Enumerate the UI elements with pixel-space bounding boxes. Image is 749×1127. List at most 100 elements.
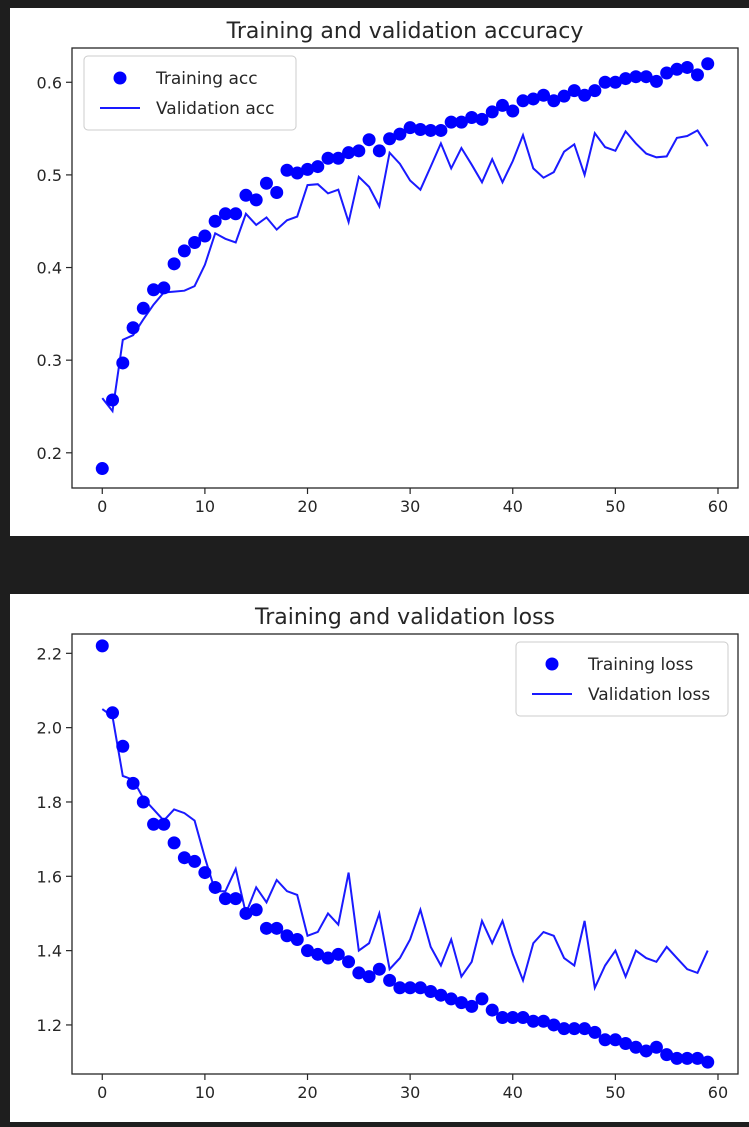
data-point — [208, 214, 222, 228]
data-point — [321, 151, 335, 165]
data-point — [280, 163, 294, 177]
x-tick-label: 50 — [605, 1083, 625, 1102]
data-point — [342, 955, 356, 969]
data-point — [362, 133, 376, 147]
data-point — [280, 929, 294, 943]
legend-label: Training acc — [155, 69, 258, 89]
x-tick-label: 40 — [503, 497, 523, 516]
x-tick-label: 30 — [400, 1083, 420, 1102]
data-point — [506, 1011, 520, 1025]
data-point — [188, 854, 202, 868]
data-point — [475, 112, 489, 126]
data-point — [588, 84, 602, 98]
data-point — [239, 906, 253, 920]
data-point — [526, 92, 540, 106]
data-point — [321, 951, 335, 965]
data-point — [229, 892, 243, 906]
data-point — [167, 257, 181, 271]
data-point — [598, 75, 612, 89]
data-point — [301, 162, 315, 176]
loss-chart: Training and validation loss 0 10 20 30 40 50 6… — [37, 605, 739, 1102]
data-point — [567, 1022, 581, 1036]
data-point — [557, 89, 571, 103]
data-point — [218, 892, 232, 906]
data-point — [270, 186, 284, 200]
x-tick-label: 0 — [97, 497, 107, 516]
data-point — [567, 84, 581, 98]
data-point — [331, 151, 345, 165]
y-tick-label: 0.4 — [37, 259, 62, 278]
data-point — [516, 94, 530, 108]
data-point — [434, 988, 448, 1002]
data-point — [598, 1033, 612, 1047]
loss-chart-panel: Training and validation loss 0 10 20 30 40 50 6… — [10, 594, 749, 1122]
y-tick-label: 0.5 — [37, 166, 62, 185]
data-point — [136, 795, 150, 809]
data-point — [290, 166, 304, 180]
chart-title: Training and validation accuracy — [226, 19, 584, 44]
data-point — [126, 321, 140, 335]
data-point — [670, 1051, 684, 1065]
data-point — [106, 706, 120, 720]
plot-frame — [71, 633, 739, 1075]
data-point — [116, 739, 130, 753]
data-point — [537, 88, 551, 102]
data-point — [383, 132, 397, 146]
data-point — [690, 1051, 704, 1065]
legend-box — [515, 641, 729, 717]
data-point — [198, 229, 212, 243]
y-tick-label: 2.2 — [37, 644, 62, 663]
data-point — [106, 393, 120, 407]
series-line-validation-acc — [101, 129, 709, 414]
data-point — [311, 160, 325, 174]
y-tick-label: 0.2 — [37, 444, 62, 463]
data-point — [259, 921, 273, 935]
data-point — [218, 207, 232, 221]
data-point — [342, 146, 356, 160]
data-point — [578, 88, 592, 102]
data-point — [608, 1033, 622, 1047]
data-point — [290, 932, 304, 946]
data-point — [526, 1014, 540, 1028]
x-tick-label: 60 — [708, 497, 728, 516]
data-point — [444, 115, 458, 129]
y-tick-label: 1.6 — [37, 867, 62, 886]
data-point — [249, 903, 263, 917]
data-point — [547, 1018, 561, 1032]
data-point — [649, 1040, 663, 1054]
data-point — [454, 996, 468, 1010]
legend-label: Validation loss — [588, 685, 710, 705]
data-point — [424, 985, 438, 998]
legend-marker-dot — [545, 657, 559, 671]
data-point — [578, 1022, 592, 1036]
legend: Training loss Validation loss — [515, 641, 729, 717]
data-point — [434, 123, 448, 137]
y-tick-label: 1.4 — [37, 942, 62, 961]
data-point — [301, 944, 315, 958]
data-point — [198, 866, 212, 880]
data-point — [352, 966, 366, 980]
data-point — [157, 817, 171, 831]
data-point — [362, 970, 376, 984]
data-point — [660, 1048, 674, 1062]
x-tick-label: 10 — [195, 1083, 215, 1102]
data-point — [444, 992, 458, 1006]
data-point — [177, 244, 191, 258]
data-point — [147, 283, 161, 297]
data-point — [495, 1011, 509, 1025]
x-tick-label: 20 — [297, 497, 317, 516]
data-point — [619, 72, 633, 86]
data-point — [413, 123, 427, 137]
data-point — [639, 70, 653, 84]
data-point — [147, 817, 161, 831]
data-point — [95, 639, 109, 653]
data-point — [403, 121, 417, 135]
y-tick-label: 0.3 — [37, 351, 62, 370]
data-point — [690, 68, 704, 82]
accuracy-chart: Training and validation accuracy 0 10 20 30 4… — [37, 19, 739, 516]
data-point — [649, 74, 663, 88]
data-point — [701, 1055, 715, 1069]
data-point — [465, 110, 479, 124]
accuracy-chart-panel: Training and validation accuracy 0 10 20 30 4… — [10, 8, 749, 536]
x-tick-label: 30 — [400, 497, 420, 516]
